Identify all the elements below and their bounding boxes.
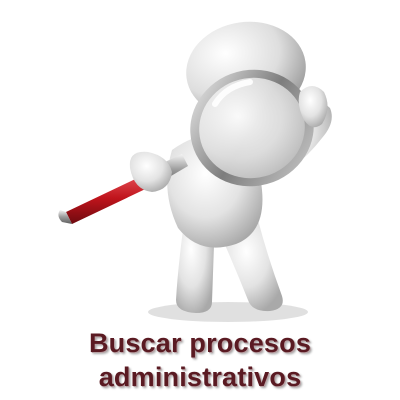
magnifier-lens <box>190 69 314 187</box>
right-hand <box>298 86 328 128</box>
caption-line-1: Buscar procesos <box>88 328 312 358</box>
caption: Buscar procesos administrativos <box>0 326 400 394</box>
left-hand <box>129 151 172 192</box>
caption-line-2: administrativos <box>98 362 302 392</box>
ground-shadow <box>148 302 308 322</box>
person-with-magnifying-glass-icon <box>58 21 332 322</box>
